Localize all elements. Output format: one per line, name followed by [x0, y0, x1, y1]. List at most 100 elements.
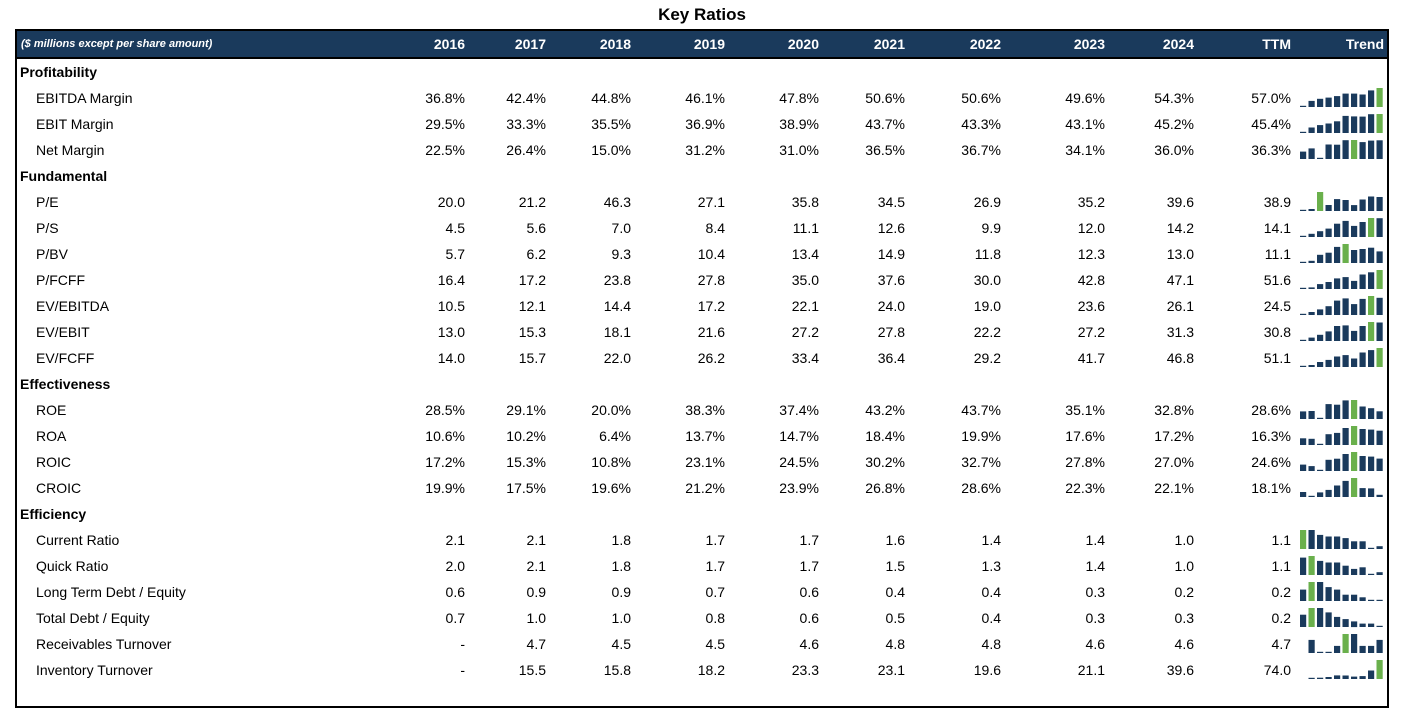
trend-bar [1317, 192, 1324, 211]
trend-bar [1325, 562, 1332, 575]
trend-sparkline [1300, 322, 1383, 341]
cell-2018: 46.3 [603, 194, 631, 210]
trend-bar [1376, 297, 1383, 315]
trend-bar [1376, 660, 1383, 679]
trend-sparkline [1300, 192, 1383, 211]
cell-2020: 47.8% [779, 90, 819, 106]
table-row: Quick Ratio 2.0 2.1 1.8 1.7 1.7 1.5 1.3 1.4 1.0 1.… [17, 553, 1387, 579]
trend-bar [1376, 270, 1383, 289]
cell-2018: 19.6% [591, 480, 631, 496]
cell-2024: 46.8 [1166, 350, 1194, 366]
trend-sparkline [1300, 218, 1383, 237]
trend-bar [1359, 298, 1366, 315]
trend-bar [1376, 88, 1383, 107]
table-header: ($ millions except per share amount) 201… [17, 31, 1387, 59]
cell-2023: 27.8% [1065, 454, 1105, 470]
cell-2022: 30.0 [973, 272, 1001, 288]
trend-bar [1325, 306, 1332, 315]
cell-2024: 54.3% [1154, 90, 1194, 106]
cell-2023: 43.1% [1065, 116, 1105, 132]
trend-bar [1376, 546, 1383, 549]
cell-2020: 13.4 [791, 246, 819, 262]
cell-2023: 0.3 [1085, 584, 1105, 600]
trend-bar [1351, 568, 1358, 575]
section-row: Fundamental [17, 163, 1387, 189]
trend-bar [1376, 140, 1383, 159]
cell-2023: 49.6% [1065, 90, 1105, 106]
trend-bar [1342, 355, 1349, 367]
cell-2021: 34.5 [877, 194, 905, 210]
trend-bar [1368, 645, 1375, 653]
trend-bar [1308, 127, 1315, 133]
trend-bar [1317, 417, 1324, 419]
row-label: EV/EBITDA [36, 298, 110, 314]
section-title: Fundamental [20, 168, 108, 184]
trend-bar [1325, 252, 1332, 263]
cell-2017: 29.1% [506, 402, 546, 418]
trend-bar [1351, 452, 1358, 471]
header-col-2017: 2017 [514, 36, 546, 52]
trend-bar [1334, 246, 1341, 263]
cell-2024: 47.1 [1166, 272, 1194, 288]
row-label: ROA [36, 428, 67, 444]
trend-bar [1308, 233, 1315, 237]
trend-bar [1342, 400, 1349, 419]
trend-bar [1376, 322, 1383, 341]
trend-bar [1308, 677, 1315, 679]
trend-bar [1334, 199, 1341, 211]
trend-bar [1359, 274, 1366, 289]
cell-2023: 34.1% [1065, 142, 1105, 158]
cell-2019: 17.2 [697, 298, 725, 314]
trend-bar [1300, 411, 1307, 419]
cell-2018: 15.8 [603, 662, 631, 678]
trend-bar [1376, 599, 1383, 601]
cell-2016: 17.2% [425, 454, 465, 470]
trend-bar [1368, 599, 1375, 601]
cell-2016: 22.5% [425, 142, 465, 158]
header-col-ttm: TTM [1262, 36, 1291, 52]
trend-bar [1308, 466, 1315, 471]
cell-2016: 2.0 [445, 558, 465, 574]
trend-bar [1376, 348, 1383, 367]
trend-bar [1308, 260, 1315, 263]
trend-bar [1342, 220, 1349, 237]
trend-bar [1308, 337, 1315, 341]
trend-bar [1300, 492, 1307, 497]
cell-2024: 27.0% [1154, 454, 1194, 470]
cell-2019: 31.2% [685, 142, 725, 158]
cell-2023: 1.4 [1085, 532, 1105, 548]
cell-2020: 33.4 [791, 350, 819, 366]
trend-bar [1325, 536, 1332, 549]
trend-sparkline [1300, 244, 1383, 263]
cell-ttm: 16.3% [1251, 428, 1291, 444]
cell-2020: 0.6 [799, 610, 819, 626]
cell-2021: 43.2% [865, 402, 905, 418]
cell-2016: 14.0 [437, 350, 465, 366]
trend-bar [1368, 429, 1375, 445]
trend-bar [1334, 485, 1341, 497]
trend-bar [1317, 309, 1324, 316]
trend-bar [1368, 408, 1375, 419]
cell-2021: 24.0 [877, 298, 905, 314]
cell-2024: 36.0% [1154, 142, 1194, 158]
trend-bar [1300, 261, 1307, 263]
section-title: Efficiency [20, 506, 87, 522]
cell-ttm: 14.1 [1263, 220, 1291, 236]
trend-sparkline [1300, 270, 1383, 289]
cell-2018: 1.8 [611, 558, 631, 574]
cell-2020: 23.3 [791, 662, 819, 678]
section-row: Efficiency [17, 501, 1387, 527]
trend-bar [1325, 97, 1332, 107]
cell-2024: 32.8% [1154, 402, 1194, 418]
cell-2023: 21.1 [1077, 662, 1105, 678]
trend-sparkline [1300, 88, 1383, 107]
cell-2022: 0.4 [981, 584, 1001, 600]
section-row: Effectiveness [17, 371, 1387, 397]
trend-bar [1308, 365, 1315, 367]
cell-2018: 35.5% [591, 116, 631, 132]
cell-2016: 0.6 [445, 584, 465, 600]
cell-2023: 1.4 [1085, 558, 1105, 574]
table-row: Total Debt / Equity 0.7 1.0 1.0 0.8 0.6 0.5 0.4… [17, 605, 1387, 631]
cell-2018: 0.9 [611, 584, 631, 600]
trend-bar [1334, 144, 1341, 159]
